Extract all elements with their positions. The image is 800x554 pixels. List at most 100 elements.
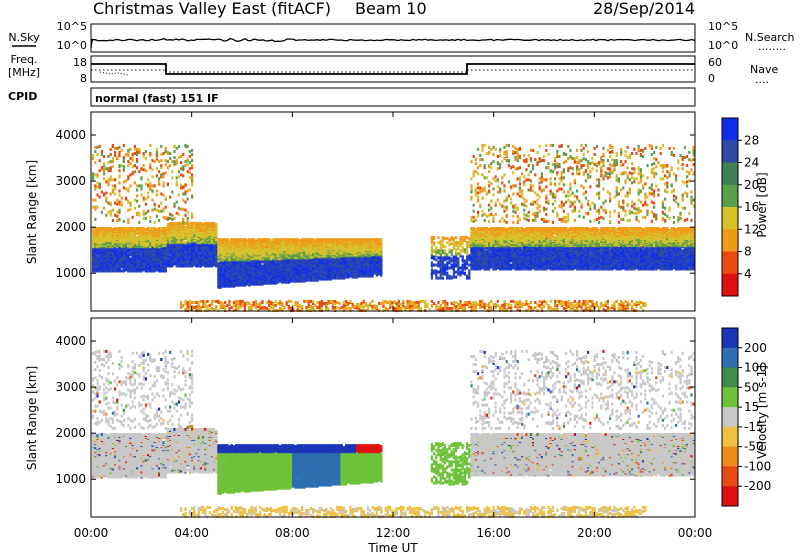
power-cell — [199, 221, 202, 225]
power-cell — [224, 308, 227, 312]
power-cell — [136, 227, 139, 230]
power-cell — [138, 220, 141, 224]
power-cell — [177, 247, 180, 251]
power-cell — [219, 249, 222, 253]
power-cell — [131, 159, 134, 163]
power-cell — [188, 244, 191, 248]
power-cell — [100, 153, 103, 156]
power-cell — [184, 213, 187, 217]
power-cell — [202, 239, 205, 243]
power-cell — [202, 305, 205, 308]
power-cell — [153, 265, 156, 269]
power-cell — [191, 215, 194, 219]
power-cell — [105, 180, 108, 184]
power-cell — [125, 264, 128, 268]
power-cell — [188, 167, 191, 171]
power-cell — [149, 241, 152, 245]
station-title: Christmas Valley East (fitACF) — [93, 0, 331, 18]
power-cell — [173, 249, 176, 253]
power-cell — [114, 187, 117, 191]
power-cell — [133, 262, 136, 266]
power-cell — [175, 176, 178, 180]
power-cell — [171, 160, 174, 164]
power-cell — [164, 150, 167, 153]
power-cell — [122, 143, 125, 147]
power-cell — [149, 245, 152, 249]
power-cell — [217, 247, 220, 251]
power-cell — [138, 262, 141, 266]
power-cell — [184, 183, 187, 187]
power-cell — [215, 262, 218, 266]
power-cell — [149, 152, 152, 155]
power-cell — [169, 157, 172, 161]
power-cell — [221, 238, 224, 242]
power-cell — [98, 195, 101, 199]
power-cell — [184, 299, 187, 303]
power-cell — [199, 308, 202, 312]
power-cell — [316, 306, 319, 309]
power-cell — [92, 256, 95, 260]
power-cell — [118, 210, 121, 214]
power-cell — [100, 250, 103, 254]
power-cell — [118, 154, 121, 157]
power-cell — [166, 216, 169, 220]
power-cell — [226, 238, 229, 242]
cpid-strip: CPID normal (fast) 151 IF — [8, 87, 696, 107]
power-cell — [228, 239, 231, 243]
power-cell — [184, 257, 187, 261]
power-cell — [118, 202, 121, 206]
power-cell — [94, 198, 97, 202]
power-cell — [182, 229, 185, 232]
power-cell — [133, 227, 136, 230]
power-cell — [144, 216, 147, 220]
power-cell — [199, 237, 202, 241]
power-cell — [144, 228, 147, 231]
power-cell — [96, 205, 99, 209]
power-cell — [186, 227, 189, 230]
power-cell — [162, 172, 165, 176]
power-cell — [210, 299, 213, 303]
power-cell — [314, 304, 317, 307]
power-cell — [147, 234, 150, 238]
power-cell — [133, 164, 136, 168]
power-cell — [173, 252, 176, 256]
power-cell — [283, 238, 286, 242]
power-cell — [195, 234, 198, 238]
power-cell — [144, 266, 147, 270]
power-cell — [177, 233, 180, 237]
power-cell — [307, 303, 310, 306]
power-cell — [120, 203, 123, 207]
power-cell — [140, 227, 143, 230]
power-cell — [131, 256, 134, 260]
power-cell — [180, 173, 183, 177]
power-cell — [169, 195, 172, 199]
power-cell — [133, 152, 136, 155]
power-cell — [144, 252, 147, 256]
power-cell — [162, 152, 165, 155]
power-cell — [105, 196, 108, 200]
power-cell — [166, 244, 169, 248]
power-cell — [111, 157, 114, 161]
power-cell — [177, 253, 180, 257]
power-cell — [184, 241, 187, 245]
power-cell — [142, 155, 145, 158]
nsky-tick-bottom: 10^0 — [57, 39, 87, 52]
power-cell — [100, 227, 103, 230]
power-cell — [103, 263, 106, 267]
power-cell — [281, 302, 284, 305]
power-cell — [107, 161, 110, 165]
power-cell — [191, 212, 194, 216]
power-cell — [180, 167, 183, 171]
power-cell — [133, 233, 136, 237]
power-cell — [129, 257, 132, 261]
power-cell — [241, 303, 244, 306]
power-cell — [215, 307, 218, 310]
power-cell — [197, 227, 200, 230]
power-cell — [131, 247, 134, 251]
power-cell — [100, 256, 103, 260]
power-cell — [142, 230, 145, 233]
power-cell — [92, 177, 95, 181]
power-cell — [274, 304, 277, 307]
power-cell — [92, 154, 95, 157]
power-cell — [197, 307, 200, 310]
